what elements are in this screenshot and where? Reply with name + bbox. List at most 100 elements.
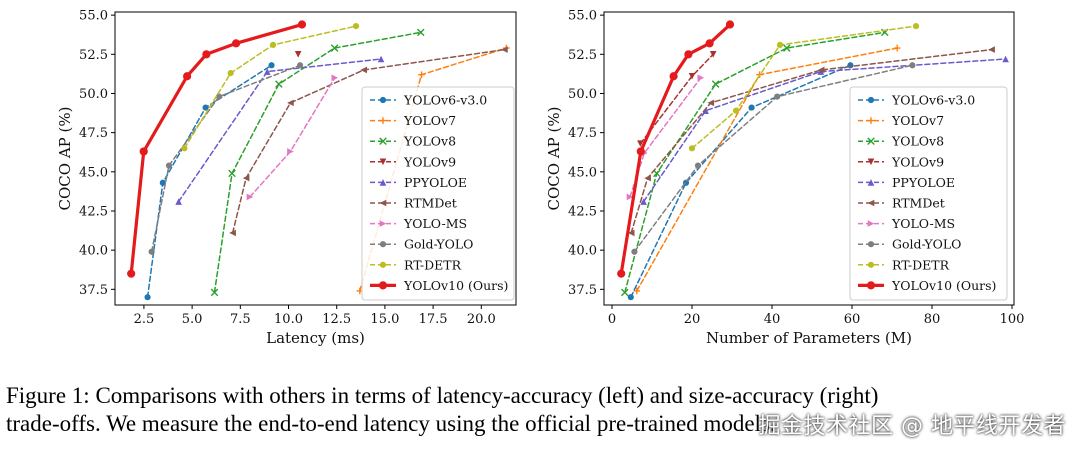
data-point bbox=[229, 229, 236, 237]
legend-label: RT-DETR bbox=[404, 257, 462, 272]
legend: YOLOv6-v3.0 YOLOv7 YOLOv8 YOLOv9 PPYOLOE RTMD… bbox=[361, 86, 515, 301]
x-tick-label: 10.0 bbox=[274, 312, 303, 327]
y-tick-label: 50.0 bbox=[79, 87, 108, 102]
x-axis-label: Latency (ms) bbox=[266, 329, 365, 347]
data-point bbox=[694, 162, 702, 169]
legend-label: RT-DETR bbox=[892, 257, 950, 272]
data-point bbox=[242, 174, 250, 182]
data-point bbox=[148, 248, 155, 255]
y-tick-label: 55.0 bbox=[79, 9, 108, 24]
y-tick-label: 37.5 bbox=[568, 283, 597, 298]
data-point bbox=[416, 28, 425, 37]
data-point bbox=[139, 147, 148, 156]
data-point bbox=[626, 193, 634, 201]
figure-caption: Figure 1: Comparisons with others in ter… bbox=[6, 382, 1076, 438]
legend-label: RTMDet bbox=[892, 196, 945, 211]
data-point bbox=[210, 288, 219, 297]
data-point bbox=[360, 66, 367, 74]
data-point bbox=[893, 44, 901, 52]
data-point bbox=[640, 198, 647, 205]
caption-line-1: Figure 1: Comparisons with others in ter… bbox=[6, 383, 879, 408]
legend-swatch-marker bbox=[378, 281, 388, 290]
caption-line-2: trade-offs. We measure the end-to-end la… bbox=[6, 411, 776, 436]
series-rt-detr bbox=[181, 23, 360, 152]
data-point bbox=[287, 99, 294, 107]
legend-swatch-marker bbox=[867, 199, 875, 207]
data-point bbox=[1002, 55, 1009, 63]
data-point bbox=[352, 23, 360, 30]
series-line bbox=[619, 22, 732, 276]
data-point bbox=[331, 74, 339, 82]
data-point bbox=[732, 107, 740, 114]
series-yolov9 bbox=[294, 51, 302, 58]
series-line bbox=[633, 64, 914, 253]
data-point bbox=[817, 66, 825, 74]
x-tick-label: 7.5 bbox=[230, 312, 251, 327]
y-tick-label: 42.5 bbox=[79, 204, 108, 219]
series-line bbox=[183, 25, 357, 150]
legend-label: YOLOv6-v3.0 bbox=[403, 93, 487, 108]
data-point bbox=[181, 145, 188, 152]
data-point bbox=[227, 70, 234, 77]
y-tick-label: 45.0 bbox=[79, 165, 108, 180]
legend-label: Gold-YOLO bbox=[892, 237, 961, 252]
series-yolov10-ours- bbox=[127, 20, 307, 278]
y-tick-label: 37.5 bbox=[79, 283, 108, 298]
data-point bbox=[287, 148, 294, 155]
series-yolov9 bbox=[637, 51, 717, 147]
data-point bbox=[711, 80, 720, 88]
legend-label: RTMDet bbox=[404, 196, 457, 211]
data-point bbox=[776, 41, 784, 49]
series-yolov10-ours- bbox=[617, 20, 735, 278]
legend-box bbox=[849, 86, 1008, 301]
series-gold-yolo bbox=[631, 62, 916, 255]
legend-swatch-marker bbox=[379, 261, 387, 268]
legend-swatch-marker bbox=[867, 179, 875, 186]
data-point bbox=[707, 99, 715, 107]
series-line bbox=[177, 58, 382, 203]
data-point bbox=[330, 44, 339, 52]
data-point bbox=[631, 248, 638, 255]
data-point bbox=[159, 179, 166, 186]
data-point bbox=[627, 294, 634, 301]
data-point bbox=[617, 269, 626, 278]
x-tick-label: 12.5 bbox=[322, 312, 351, 327]
series-line bbox=[129, 22, 304, 276]
legend-label: YOLOv7 bbox=[891, 113, 944, 128]
y-tick-label: 50.0 bbox=[568, 87, 597, 102]
data-point bbox=[702, 107, 709, 115]
y-tick-label: 45.0 bbox=[568, 165, 597, 180]
legend-box bbox=[361, 86, 515, 301]
series-rtmdet bbox=[229, 46, 508, 237]
x-tick-label: 20 bbox=[684, 312, 701, 327]
y-tick-label: 42.5 bbox=[568, 204, 597, 219]
legend-swatch-marker bbox=[379, 96, 387, 104]
data-point bbox=[774, 93, 781, 100]
legend-label: YOLOv8 bbox=[891, 134, 944, 149]
data-point bbox=[228, 169, 236, 178]
data-point bbox=[783, 44, 791, 52]
data-point bbox=[216, 93, 223, 100]
series-line bbox=[150, 64, 301, 253]
data-point bbox=[269, 41, 277, 49]
legend-swatch-marker bbox=[867, 117, 875, 124]
data-point bbox=[418, 71, 425, 78]
legend-swatch-marker bbox=[379, 220, 387, 227]
legend-swatch-marker bbox=[867, 261, 875, 268]
data-point bbox=[817, 68, 825, 75]
y-tick-label: 47.5 bbox=[568, 126, 597, 141]
data-point bbox=[688, 145, 696, 152]
x-tick-label: 20.0 bbox=[467, 312, 496, 327]
data-point bbox=[231, 39, 241, 48]
legend-label: YOLOv10 (Ours) bbox=[403, 278, 508, 293]
data-point bbox=[633, 287, 641, 295]
plot-data bbox=[617, 20, 1009, 301]
legend-swatch-marker bbox=[379, 241, 387, 248]
data-point bbox=[912, 23, 920, 30]
data-point bbox=[175, 198, 182, 205]
data-point bbox=[705, 39, 714, 48]
y-tick-label: 40.0 bbox=[568, 244, 597, 259]
data-point bbox=[709, 51, 717, 58]
y-tick-label: 52.5 bbox=[79, 48, 108, 63]
data-point bbox=[144, 294, 151, 301]
